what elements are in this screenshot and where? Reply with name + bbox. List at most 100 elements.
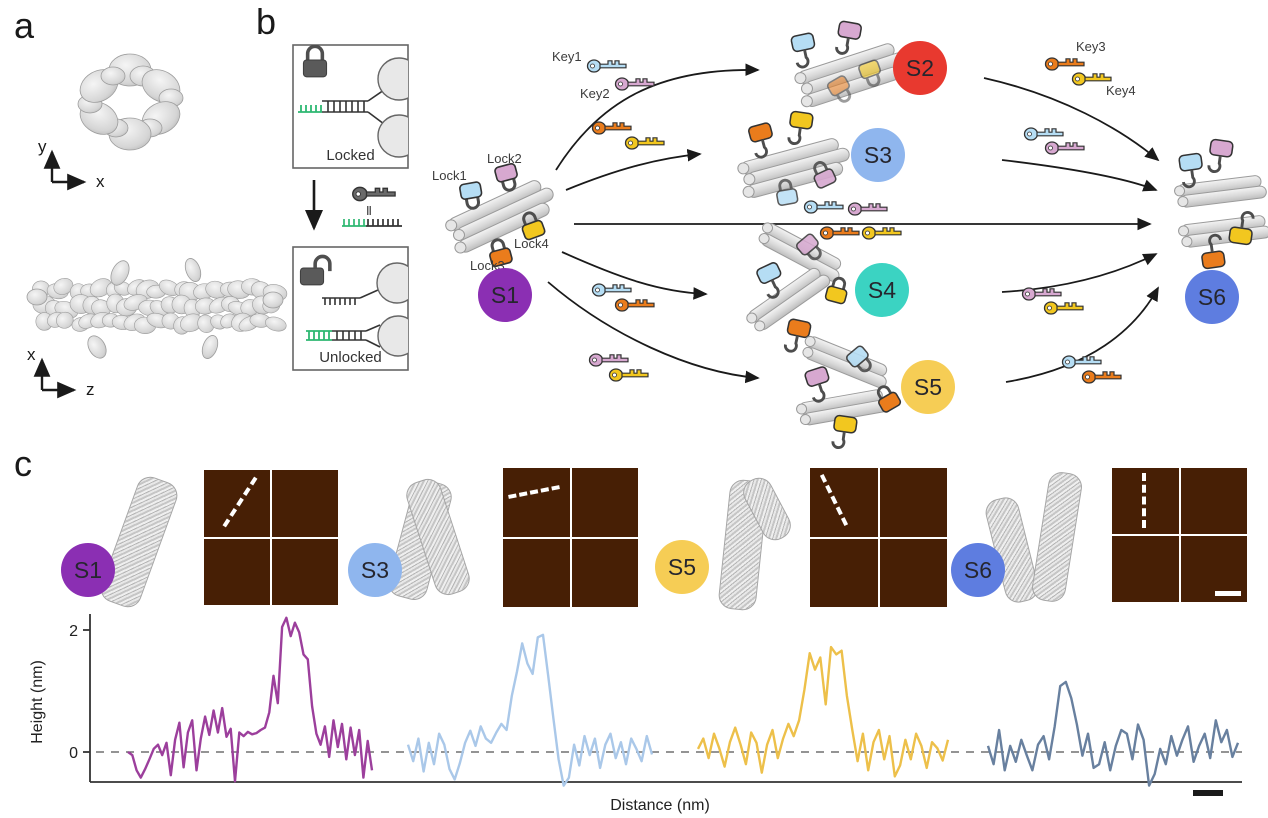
key4-label: Key4 [1106, 83, 1136, 98]
key1-label: Key1 [552, 49, 582, 64]
key3-icon [591, 121, 632, 135]
afm-image [879, 468, 947, 537]
afm-image [879, 538, 947, 607]
key2-icon [588, 353, 629, 367]
state-badge-s4: S4 [855, 263, 909, 317]
afm-image [571, 538, 638, 607]
key2-icon [847, 202, 888, 216]
state-badge-s6-text: S6 [1197, 283, 1227, 310]
arrow-s1-s5 [547, 281, 760, 384]
state-badge-s3-afm: S3 [348, 543, 402, 597]
profile-traces [127, 616, 1240, 787]
afm-grid-s1 [204, 470, 338, 605]
state-badge-s5: S5 [901, 360, 955, 414]
trace-S6 [986, 680, 1240, 787]
lock2-open-icon [1205, 137, 1235, 176]
key-strand-icon [342, 219, 402, 227]
afm-image [204, 470, 270, 537]
section-line-s3 [508, 485, 560, 499]
state-badge-s6: S6 [1185, 270, 1239, 324]
afm-scale-bar [1215, 591, 1241, 596]
em-density-top-view [77, 53, 184, 151]
reaction-arrows [547, 63, 1160, 384]
axis-label-z: z [86, 380, 95, 399]
afm-grid-s5 [810, 468, 947, 607]
afm-image [810, 538, 878, 607]
afm-image [1180, 468, 1247, 534]
arrow-s1-s3 [565, 148, 702, 191]
state-badge-s6-afm-text: S6 [963, 556, 993, 583]
key2-label: Key2 [580, 86, 610, 101]
key3-icon [1044, 57, 1085, 71]
lock4-open-icon [785, 109, 815, 148]
state-badge-s1-afm: S1 [61, 543, 115, 597]
afm-image [1180, 536, 1247, 602]
arrow-s1-s2 [555, 63, 760, 171]
panel-a-label: a [14, 5, 35, 46]
state-badge-s1: S1 [478, 268, 532, 322]
locked-box-art [298, 45, 408, 158]
locked-label: Locked [326, 147, 375, 164]
state-badge-s5-text: S5 [913, 373, 943, 400]
axes-bottom [33, 357, 77, 399]
key4-icon [608, 368, 649, 382]
height-profile-chart: 2 0 Height (nm) Distance (nm) [29, 614, 1242, 814]
distance-scale-bar [1193, 790, 1223, 796]
trace-S5 [696, 645, 950, 778]
key3-icon [1081, 370, 1122, 384]
lock1-label: Lock1 [432, 168, 467, 183]
state-badge-s1-text: S1 [490, 281, 520, 308]
key-generic-icon [352, 186, 396, 202]
panel-c-label: c [14, 443, 32, 484]
lock1-open-icon [789, 31, 821, 70]
afm-image [571, 468, 638, 537]
lock4-label: Lock4 [514, 236, 549, 251]
key1-icon [1023, 127, 1064, 141]
lock2-label: Lock2 [487, 151, 522, 166]
state-badge-s1-afm-text: S1 [73, 556, 103, 583]
afm-image [204, 538, 270, 605]
axis-label-x-top: x [96, 172, 105, 191]
state-badge-s4-text: S4 [867, 276, 897, 303]
arrow-s4-s6 [1001, 253, 1158, 293]
state-badge-s2-text: S2 [905, 54, 935, 81]
key4-icon [1043, 301, 1084, 315]
afm-grid-s6 [1112, 468, 1247, 602]
lock2-open-icon [833, 19, 864, 58]
em-density-side-view [26, 258, 288, 359]
key1-icon [803, 200, 844, 214]
afm-image [810, 468, 878, 537]
key4-icon [861, 226, 902, 240]
arrow-s2-s6 [983, 77, 1160, 162]
afm-grid-s3 [503, 468, 638, 607]
lock4-open-icon [829, 413, 859, 452]
axis-label-y: y [38, 137, 47, 156]
state-badge-s6-afm: S6 [951, 543, 1005, 597]
y-axis-title: Height (nm) [29, 660, 46, 744]
equivalence-sign: ‖ [366, 204, 372, 218]
afm-image [503, 538, 570, 607]
afm-image [272, 538, 338, 605]
axis-label-x-bottom: x [27, 345, 36, 364]
state-badge-s3-text: S3 [863, 141, 893, 168]
state-badge-s5-afm-text: S5 [667, 553, 697, 580]
key3-icon [819, 226, 860, 240]
y-tick-label-0: 0 [69, 745, 78, 762]
structure-s6 [1173, 137, 1268, 271]
structure-s4 [743, 219, 852, 356]
key1-icon [591, 283, 632, 297]
section-line-s5 [819, 473, 849, 527]
axes-top [43, 149, 87, 191]
panel-b-label: b [256, 1, 277, 42]
unlocked-box-art [298, 254, 408, 357]
state-badge-s5-afm: S5 [655, 540, 709, 594]
arrow-s3-s6 [1001, 159, 1158, 192]
arrow-s1-s4 [561, 251, 708, 300]
section-line-s6 [1142, 473, 1146, 528]
section-line-s1 [222, 476, 258, 528]
key1-icon [586, 59, 627, 73]
state-badge-s3-afm-text: S3 [360, 556, 390, 583]
key2-icon [1044, 141, 1085, 155]
key1-icon [1061, 355, 1102, 369]
